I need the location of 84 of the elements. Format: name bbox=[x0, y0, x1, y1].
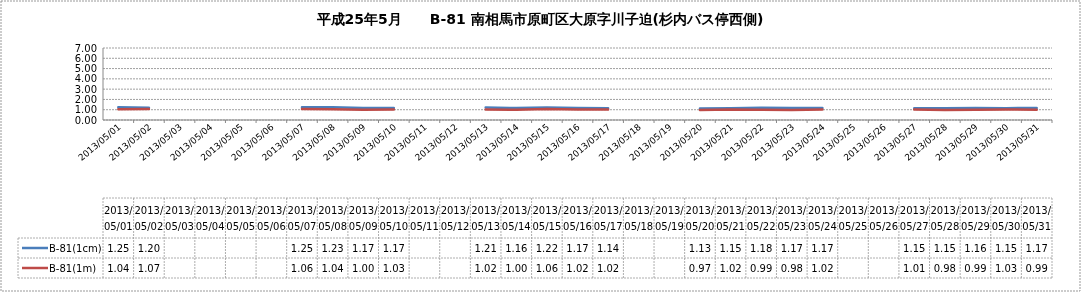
category-label: 2013/05/10 bbox=[379, 205, 409, 232]
data-label: 1.17 bbox=[566, 243, 589, 254]
data-label: 1.18 bbox=[750, 243, 773, 254]
y-tick-label: 6.00 bbox=[74, 52, 97, 64]
data-label: 1.15 bbox=[994, 243, 1018, 254]
data-label: 1.16 bbox=[964, 243, 987, 254]
category-label: 2013/05/16 bbox=[563, 205, 592, 232]
data-label: 1.03 bbox=[382, 263, 405, 274]
y-tick-label: 0.00 bbox=[74, 114, 97, 126]
category-label: 2013/05/18 bbox=[624, 205, 654, 232]
category-label: 2013/05/07 bbox=[287, 205, 317, 232]
category-label: 2013/05/17 bbox=[593, 205, 623, 232]
data-label: 1.14 bbox=[596, 243, 620, 254]
category-label: 2013/05/01 bbox=[103, 205, 133, 232]
category-label: 2013/05/02 bbox=[134, 205, 164, 232]
data-label: 1.07 bbox=[137, 263, 161, 274]
data-label: 1.17 bbox=[780, 243, 803, 254]
data-label: 1.00 bbox=[352, 263, 375, 274]
data-label: 0.99 bbox=[1025, 263, 1048, 274]
data-label: 1.04 bbox=[321, 263, 344, 274]
data-label: 1.25 bbox=[107, 243, 130, 254]
data-label: 1.16 bbox=[505, 243, 528, 254]
data-label: 1.06 bbox=[290, 263, 314, 274]
data-label: 1.06 bbox=[535, 263, 559, 274]
data-label: 1.15 bbox=[903, 243, 926, 254]
y-tick-label: 3.00 bbox=[74, 83, 97, 95]
data-label: 1.23 bbox=[321, 243, 344, 254]
data-label: 1.15 bbox=[933, 243, 956, 254]
data-label: 1.17 bbox=[352, 243, 375, 254]
data-label: 0.99 bbox=[964, 263, 987, 274]
category-label: 2013/05/04 bbox=[195, 205, 225, 232]
data-label: 1.17 bbox=[811, 243, 834, 254]
data-label: 1.22 bbox=[535, 243, 559, 254]
data-label: 1.03 bbox=[994, 263, 1018, 274]
y-tick-label: 2.00 bbox=[74, 93, 97, 105]
category-label: 2013/05/22 bbox=[746, 205, 776, 232]
data-label: 1.02 bbox=[596, 263, 620, 274]
data-label: 1.20 bbox=[137, 243, 161, 254]
data-label: 1.21 bbox=[474, 243, 497, 254]
category-label: 2013/05/19 bbox=[654, 205, 684, 232]
category-label: 2013/05/15 bbox=[532, 205, 562, 232]
data-label: 1.02 bbox=[474, 263, 497, 274]
legend-label: B-81(1m) bbox=[49, 263, 97, 274]
data-label: 1.02 bbox=[566, 263, 589, 274]
category-label: 2013/05/20 bbox=[685, 205, 715, 232]
category-label: 2013/05/31 bbox=[1022, 205, 1052, 232]
category-label: 2013/05/11 bbox=[410, 205, 439, 232]
category-label: 2013/05/06 bbox=[256, 205, 286, 232]
data-label: 1.13 bbox=[688, 243, 712, 254]
category-label: 2013/05/21 bbox=[716, 205, 745, 232]
data-label: 0.99 bbox=[750, 263, 773, 274]
y-tick-label: 4.00 bbox=[74, 73, 97, 85]
category-label: 2013/05/23 bbox=[777, 205, 807, 232]
category-label: 2013/05/13 bbox=[471, 205, 501, 232]
category-label: 2013/05/25 bbox=[838, 205, 868, 232]
category-label: 2013/05/28 bbox=[930, 205, 960, 232]
data-label: 1.02 bbox=[719, 263, 742, 274]
category-label: 2013/05/05 bbox=[226, 205, 256, 232]
data-label: 0.98 bbox=[780, 263, 803, 274]
category-label: 2013/05/14 bbox=[501, 205, 531, 232]
data-label: 1.01 bbox=[903, 263, 926, 274]
category-label: 2013/05/09 bbox=[348, 205, 378, 232]
data-label: 1.04 bbox=[107, 263, 130, 274]
y-tick-label: 7.00 bbox=[74, 42, 97, 54]
category-label: 2013/05/24 bbox=[807, 205, 837, 232]
category-label: 2013/05/03 bbox=[165, 205, 194, 232]
data-label: 1.17 bbox=[382, 243, 405, 254]
category-label: 2013/05/12 bbox=[440, 205, 470, 232]
y-tick-label: 5.00 bbox=[74, 63, 97, 75]
y-tick-label: 1.00 bbox=[74, 104, 97, 116]
data-label: 1.25 bbox=[290, 243, 314, 254]
data-label: 1.15 bbox=[719, 243, 742, 254]
data-label: 1.17 bbox=[1025, 243, 1048, 254]
chart-title: 平成25年5月 B-81 南相馬市原町区大原字川子迫(杉内バス停西側) bbox=[315, 11, 764, 27]
legend-label: B-81(1cm) bbox=[49, 243, 102, 254]
category-label: 2013/05/29 bbox=[961, 205, 990, 232]
category-label: 2013/05/27 bbox=[899, 205, 929, 232]
data-label: 0.97 bbox=[688, 263, 712, 274]
category-label: 2013/05/30 bbox=[991, 205, 1021, 232]
category-label: 2013/05/08 bbox=[318, 205, 348, 232]
data-label: 1.02 bbox=[811, 263, 834, 274]
data-label: 0.98 bbox=[933, 263, 956, 274]
category-label: 2013/05/26 bbox=[869, 205, 899, 232]
data-label: 1.00 bbox=[505, 263, 528, 274]
